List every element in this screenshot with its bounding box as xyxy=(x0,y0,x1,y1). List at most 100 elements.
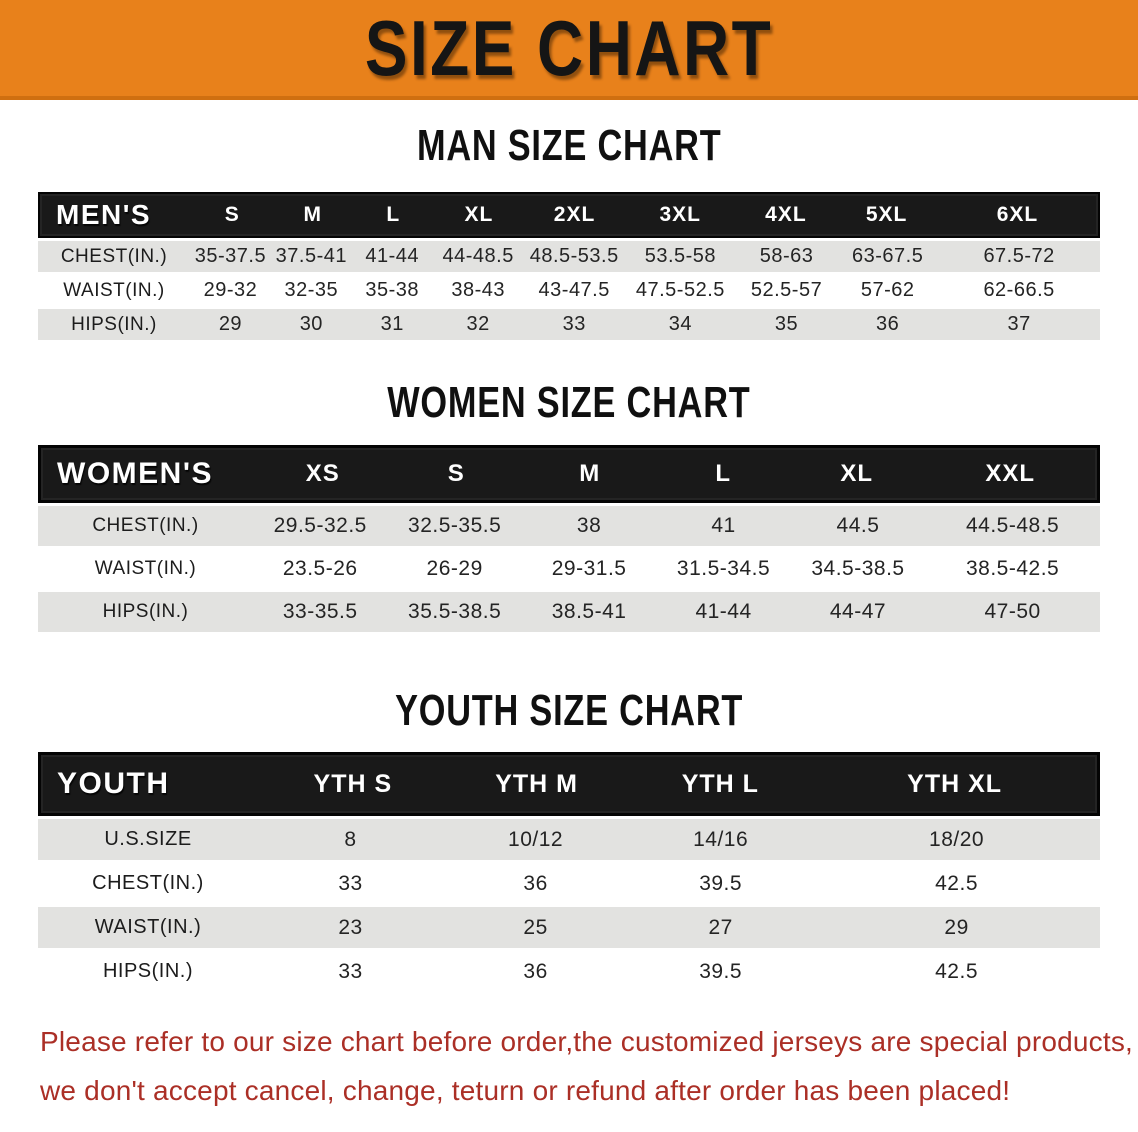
youth-size-table: YOUTH YTH S YTH M YTH L YTH XL U.S.SIZE 8 10/12… xyxy=(38,752,1100,992)
size-header-cell: 4XL xyxy=(765,203,807,226)
value-cell: 32.5-35.5 xyxy=(408,514,502,537)
size-header-cell: M xyxy=(303,203,323,226)
size-header-cell: 3XL xyxy=(659,203,701,226)
value-cell: 57-62 xyxy=(860,279,915,301)
value-cell: 58-63 xyxy=(759,245,814,267)
value-cell: 36 xyxy=(876,313,900,335)
value-cell: 38.5-41 xyxy=(551,600,627,623)
size-header-cell: YTH S xyxy=(313,769,393,798)
value-cell: 35.5-38.5 xyxy=(408,600,502,623)
banner: SIZE CHART xyxy=(0,0,1138,100)
value-cell: 35-37.5 xyxy=(194,245,267,267)
size-header-cell: YTH XL xyxy=(907,769,1003,798)
value-cell: 38-43 xyxy=(451,279,505,301)
value-cell: 32 xyxy=(466,313,490,335)
size-header-cell: M xyxy=(579,460,601,487)
size-header-cell: S xyxy=(224,203,240,226)
value-cell: 33 xyxy=(338,871,363,895)
value-cell: 41-44 xyxy=(365,245,420,267)
value-cell: 31 xyxy=(380,313,404,335)
men-section-heading: MAN SIZE CHART xyxy=(0,121,1138,171)
size-header-cell: YTH M xyxy=(495,769,578,798)
value-cell: 42.5 xyxy=(935,871,978,895)
row-label: CHEST(IN.) xyxy=(92,515,199,536)
size-header-cell: XXL xyxy=(985,460,1036,487)
value-cell: 39.5 xyxy=(699,871,743,895)
value-cell: 14/16 xyxy=(693,827,749,851)
value-cell: 30 xyxy=(299,313,323,335)
value-cell: 52.5-57 xyxy=(750,279,823,301)
table-title-cell: WOMEN'S xyxy=(57,457,213,490)
value-cell: 26-29 xyxy=(426,557,483,580)
banner-title: SIZE CHART xyxy=(364,3,774,92)
table-row: CHEST(IN.) 35-37.5 37.5-41 41-44 44-48.5 48.5… xyxy=(38,241,1100,272)
value-cell: 62-66.5 xyxy=(983,279,1055,301)
value-cell: 34.5-38.5 xyxy=(811,557,905,580)
value-cell: 29.5-32.5 xyxy=(273,514,367,537)
value-cell: 47-50 xyxy=(984,600,1041,623)
table-row: HIPS(IN.) 29 30 31 32 33 34 35 36 37 xyxy=(38,309,1100,340)
table-header-row: WOMEN'S XS S M L XL XXL xyxy=(38,445,1100,503)
table-header-row: YOUTH YTH S YTH M YTH L YTH XL xyxy=(38,752,1100,816)
table-row: WAIST(IN.) 23 25 27 29 xyxy=(38,907,1100,948)
value-cell: 29 xyxy=(218,313,243,335)
women-section-heading-text: WOMEN SIZE CHART xyxy=(387,378,751,427)
size-header-cell: XS xyxy=(305,460,340,487)
value-cell: 27 xyxy=(708,915,733,939)
table-row: WAIST(IN.) 29-32 32-35 35-38 38-43 43-47.5 47.… xyxy=(38,275,1100,306)
value-cell: 53.5-58 xyxy=(644,245,717,267)
value-cell: 36 xyxy=(523,959,548,983)
disclaimer-line-1: Please refer to our size chart before or… xyxy=(40,1026,1134,1057)
value-cell: 44-47 xyxy=(829,600,887,623)
value-cell: 33 xyxy=(562,313,586,335)
value-cell: 47.5-52.5 xyxy=(635,279,725,301)
table-row: HIPS(IN.) 33-35.5 35.5-38.5 38.5-41 41-44 44-… xyxy=(38,592,1100,632)
value-cell: 67.5-72 xyxy=(983,245,1055,267)
table-row: U.S.SIZE 8 10/12 14/16 18/20 xyxy=(38,819,1100,860)
value-cell: 44.5-48.5 xyxy=(965,514,1060,537)
size-header-cell: S xyxy=(447,460,465,487)
youth-section-heading-text: YOUTH SIZE CHART xyxy=(394,686,744,735)
value-cell: 10/12 xyxy=(508,827,564,851)
value-cell: 36 xyxy=(523,871,548,895)
table-header-row: MEN'S S M L XL 2XL 3XL 4XL 5XL 6XL xyxy=(38,192,1100,238)
value-cell: 38.5-42.5 xyxy=(965,557,1060,580)
table-title-cell: MEN'S xyxy=(56,199,152,230)
table-row: CHEST(IN.) 33 36 39.5 42.5 xyxy=(38,863,1100,904)
women-size-table: WOMEN'S XS S M L XL XXL CHEST(IN.) 29.5-32.5 32.5… xyxy=(38,445,1100,632)
value-cell: 32-35 xyxy=(284,279,339,301)
value-cell: 31.5-34.5 xyxy=(676,557,771,580)
size-header-cell: XL xyxy=(464,203,494,226)
youth-section-heading: YOUTH SIZE CHART xyxy=(0,686,1138,736)
row-label: CHEST(IN.) xyxy=(92,872,204,894)
row-label: HIPS(IN.) xyxy=(71,313,157,335)
value-cell: 8 xyxy=(344,827,357,851)
men-size-table: MEN'S S M L XL 2XL 3XL 4XL 5XL 6XL CHEST(IN.) 35-37… xyxy=(38,192,1100,340)
row-label: HIPS(IN.) xyxy=(102,601,189,622)
table-row: WAIST(IN.) 23.5-26 26-29 29-31.5 31.5-34.5 34… xyxy=(38,549,1100,589)
table-row: HIPS(IN.) 33 36 39.5 42.5 xyxy=(38,951,1100,992)
value-cell: 63-67.5 xyxy=(851,245,924,267)
value-cell: 39.5 xyxy=(699,959,743,983)
row-label: WAIST(IN.) xyxy=(94,916,202,938)
value-cell: 35-38 xyxy=(365,279,420,301)
row-label: WAIST(IN.) xyxy=(63,279,165,301)
value-cell: 29-31.5 xyxy=(551,557,627,580)
size-header-cell: 6XL xyxy=(996,203,1039,226)
disclaimer: Please refer to our size chart before or… xyxy=(40,1017,1134,1115)
value-cell: 33-35.5 xyxy=(282,600,358,623)
row-label: U.S.SIZE xyxy=(104,828,192,850)
value-cell: 33 xyxy=(338,959,363,983)
size-header-cell: 2XL xyxy=(553,203,596,226)
size-header-cell: L xyxy=(386,203,401,226)
disclaimer-line-2: we don't accept cancel, change, teturn o… xyxy=(40,1075,1011,1106)
value-cell: 44-48.5 xyxy=(442,245,514,267)
value-cell: 42.5 xyxy=(935,959,978,983)
row-label: CHEST(IN.) xyxy=(60,245,168,267)
value-cell: 37 xyxy=(1007,313,1031,335)
table-row: CHEST(IN.) 29.5-32.5 32.5-35.5 38 41 44.5 44.5… xyxy=(38,506,1100,546)
value-cell: 23.5-26 xyxy=(282,557,358,580)
value-cell: 25 xyxy=(523,915,548,939)
value-cell: 29-32 xyxy=(203,279,258,301)
